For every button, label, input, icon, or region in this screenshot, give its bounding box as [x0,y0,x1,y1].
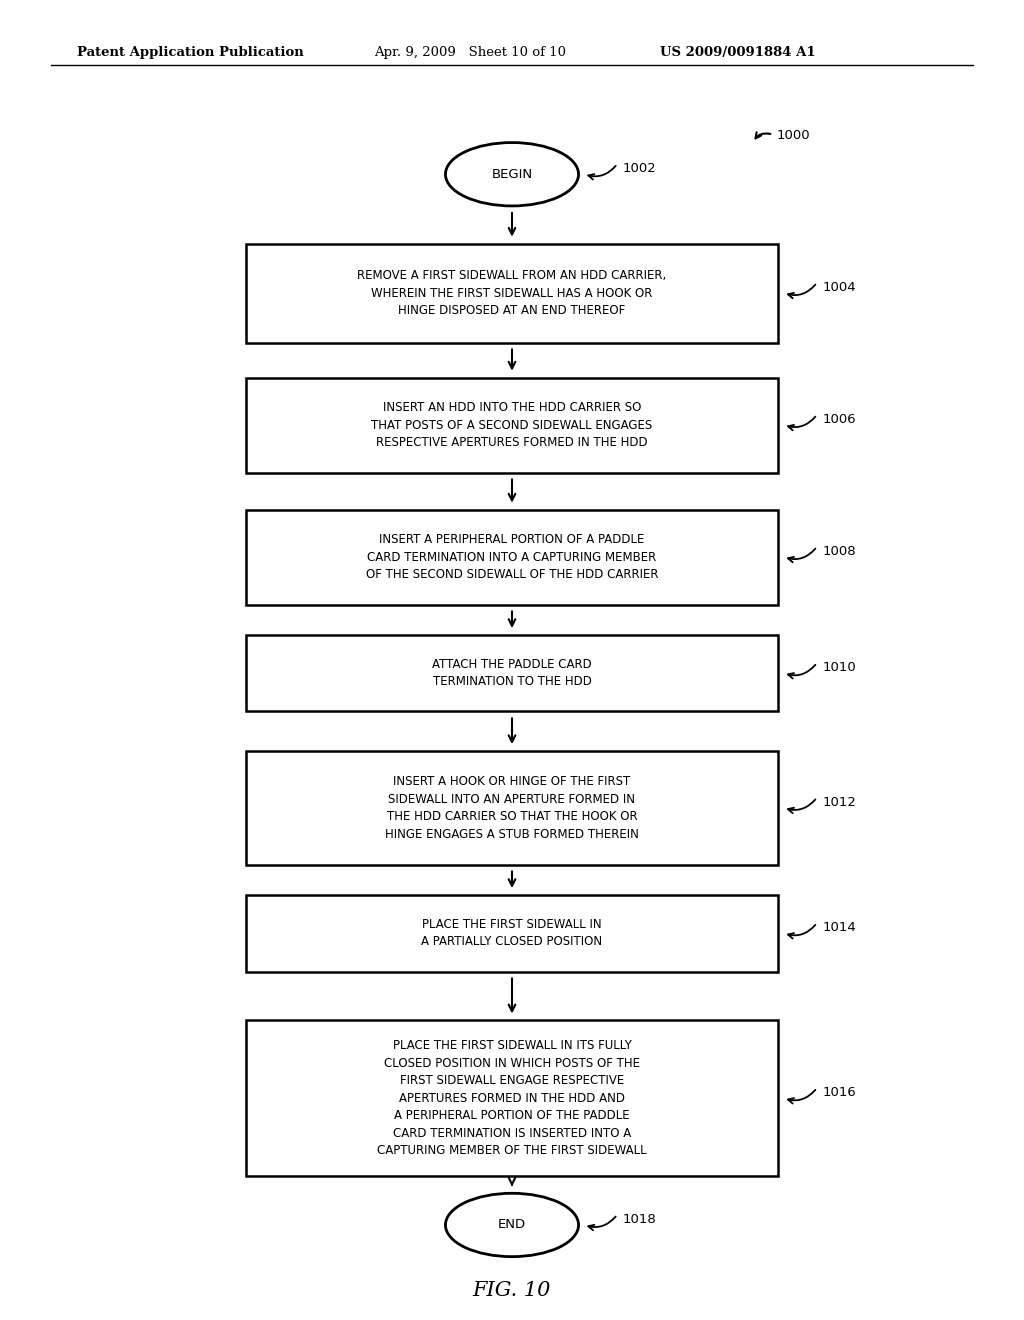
Text: 1008: 1008 [822,545,856,558]
Text: 1016: 1016 [822,1086,856,1100]
Text: Patent Application Publication: Patent Application Publication [77,46,303,59]
Bar [246,895,778,972]
Bar [246,635,778,711]
Text: Apr. 9, 2009   Sheet 10 of 10: Apr. 9, 2009 Sheet 10 of 10 [374,46,565,59]
Text: INSERT A HOOK OR HINGE OF THE FIRST
SIDEWALL INTO AN APERTURE FORMED IN
THE HDD : INSERT A HOOK OR HINGE OF THE FIRST SIDE… [385,775,639,841]
Text: PLACE THE FIRST SIDEWALL IN ITS FULLY
CLOSED POSITION IN WHICH POSTS OF THE
FIRS: PLACE THE FIRST SIDEWALL IN ITS FULLY CL… [377,1039,647,1158]
Bar [246,751,778,865]
Text: 1006: 1006 [822,413,856,426]
Text: BEGIN: BEGIN [492,168,532,181]
Text: 1012: 1012 [822,796,856,809]
Text: INSERT AN HDD INTO THE HDD CARRIER SO
THAT POSTS OF A SECOND SIDEWALL ENGAGES
RE: INSERT AN HDD INTO THE HDD CARRIER SO TH… [372,401,652,449]
Text: US 2009/0091884 A1: US 2009/0091884 A1 [660,46,816,59]
Text: FIG. 10: FIG. 10 [473,1282,551,1300]
Text: REMOVE A FIRST SIDEWALL FROM AN HDD CARRIER,
WHEREIN THE FIRST SIDEWALL HAS A HO: REMOVE A FIRST SIDEWALL FROM AN HDD CARR… [357,269,667,317]
Text: END: END [498,1218,526,1232]
Text: PLACE THE FIRST SIDEWALL IN
A PARTIALLY CLOSED POSITION: PLACE THE FIRST SIDEWALL IN A PARTIALLY … [422,917,602,949]
Bar [246,1020,778,1176]
Text: 1014: 1014 [822,921,856,935]
Text: 1010: 1010 [822,661,856,675]
Text: 1004: 1004 [822,281,856,294]
Text: 1000: 1000 [776,129,810,143]
Text: 1002: 1002 [623,162,656,176]
Bar [246,243,778,342]
Bar [246,510,778,605]
Text: INSERT A PERIPHERAL PORTION OF A PADDLE
CARD TERMINATION INTO A CAPTURING MEMBER: INSERT A PERIPHERAL PORTION OF A PADDLE … [366,533,658,581]
Text: ATTACH THE PADDLE CARD
TERMINATION TO THE HDD: ATTACH THE PADDLE CARD TERMINATION TO TH… [432,657,592,689]
Text: 1018: 1018 [623,1213,656,1226]
Bar [246,378,778,473]
